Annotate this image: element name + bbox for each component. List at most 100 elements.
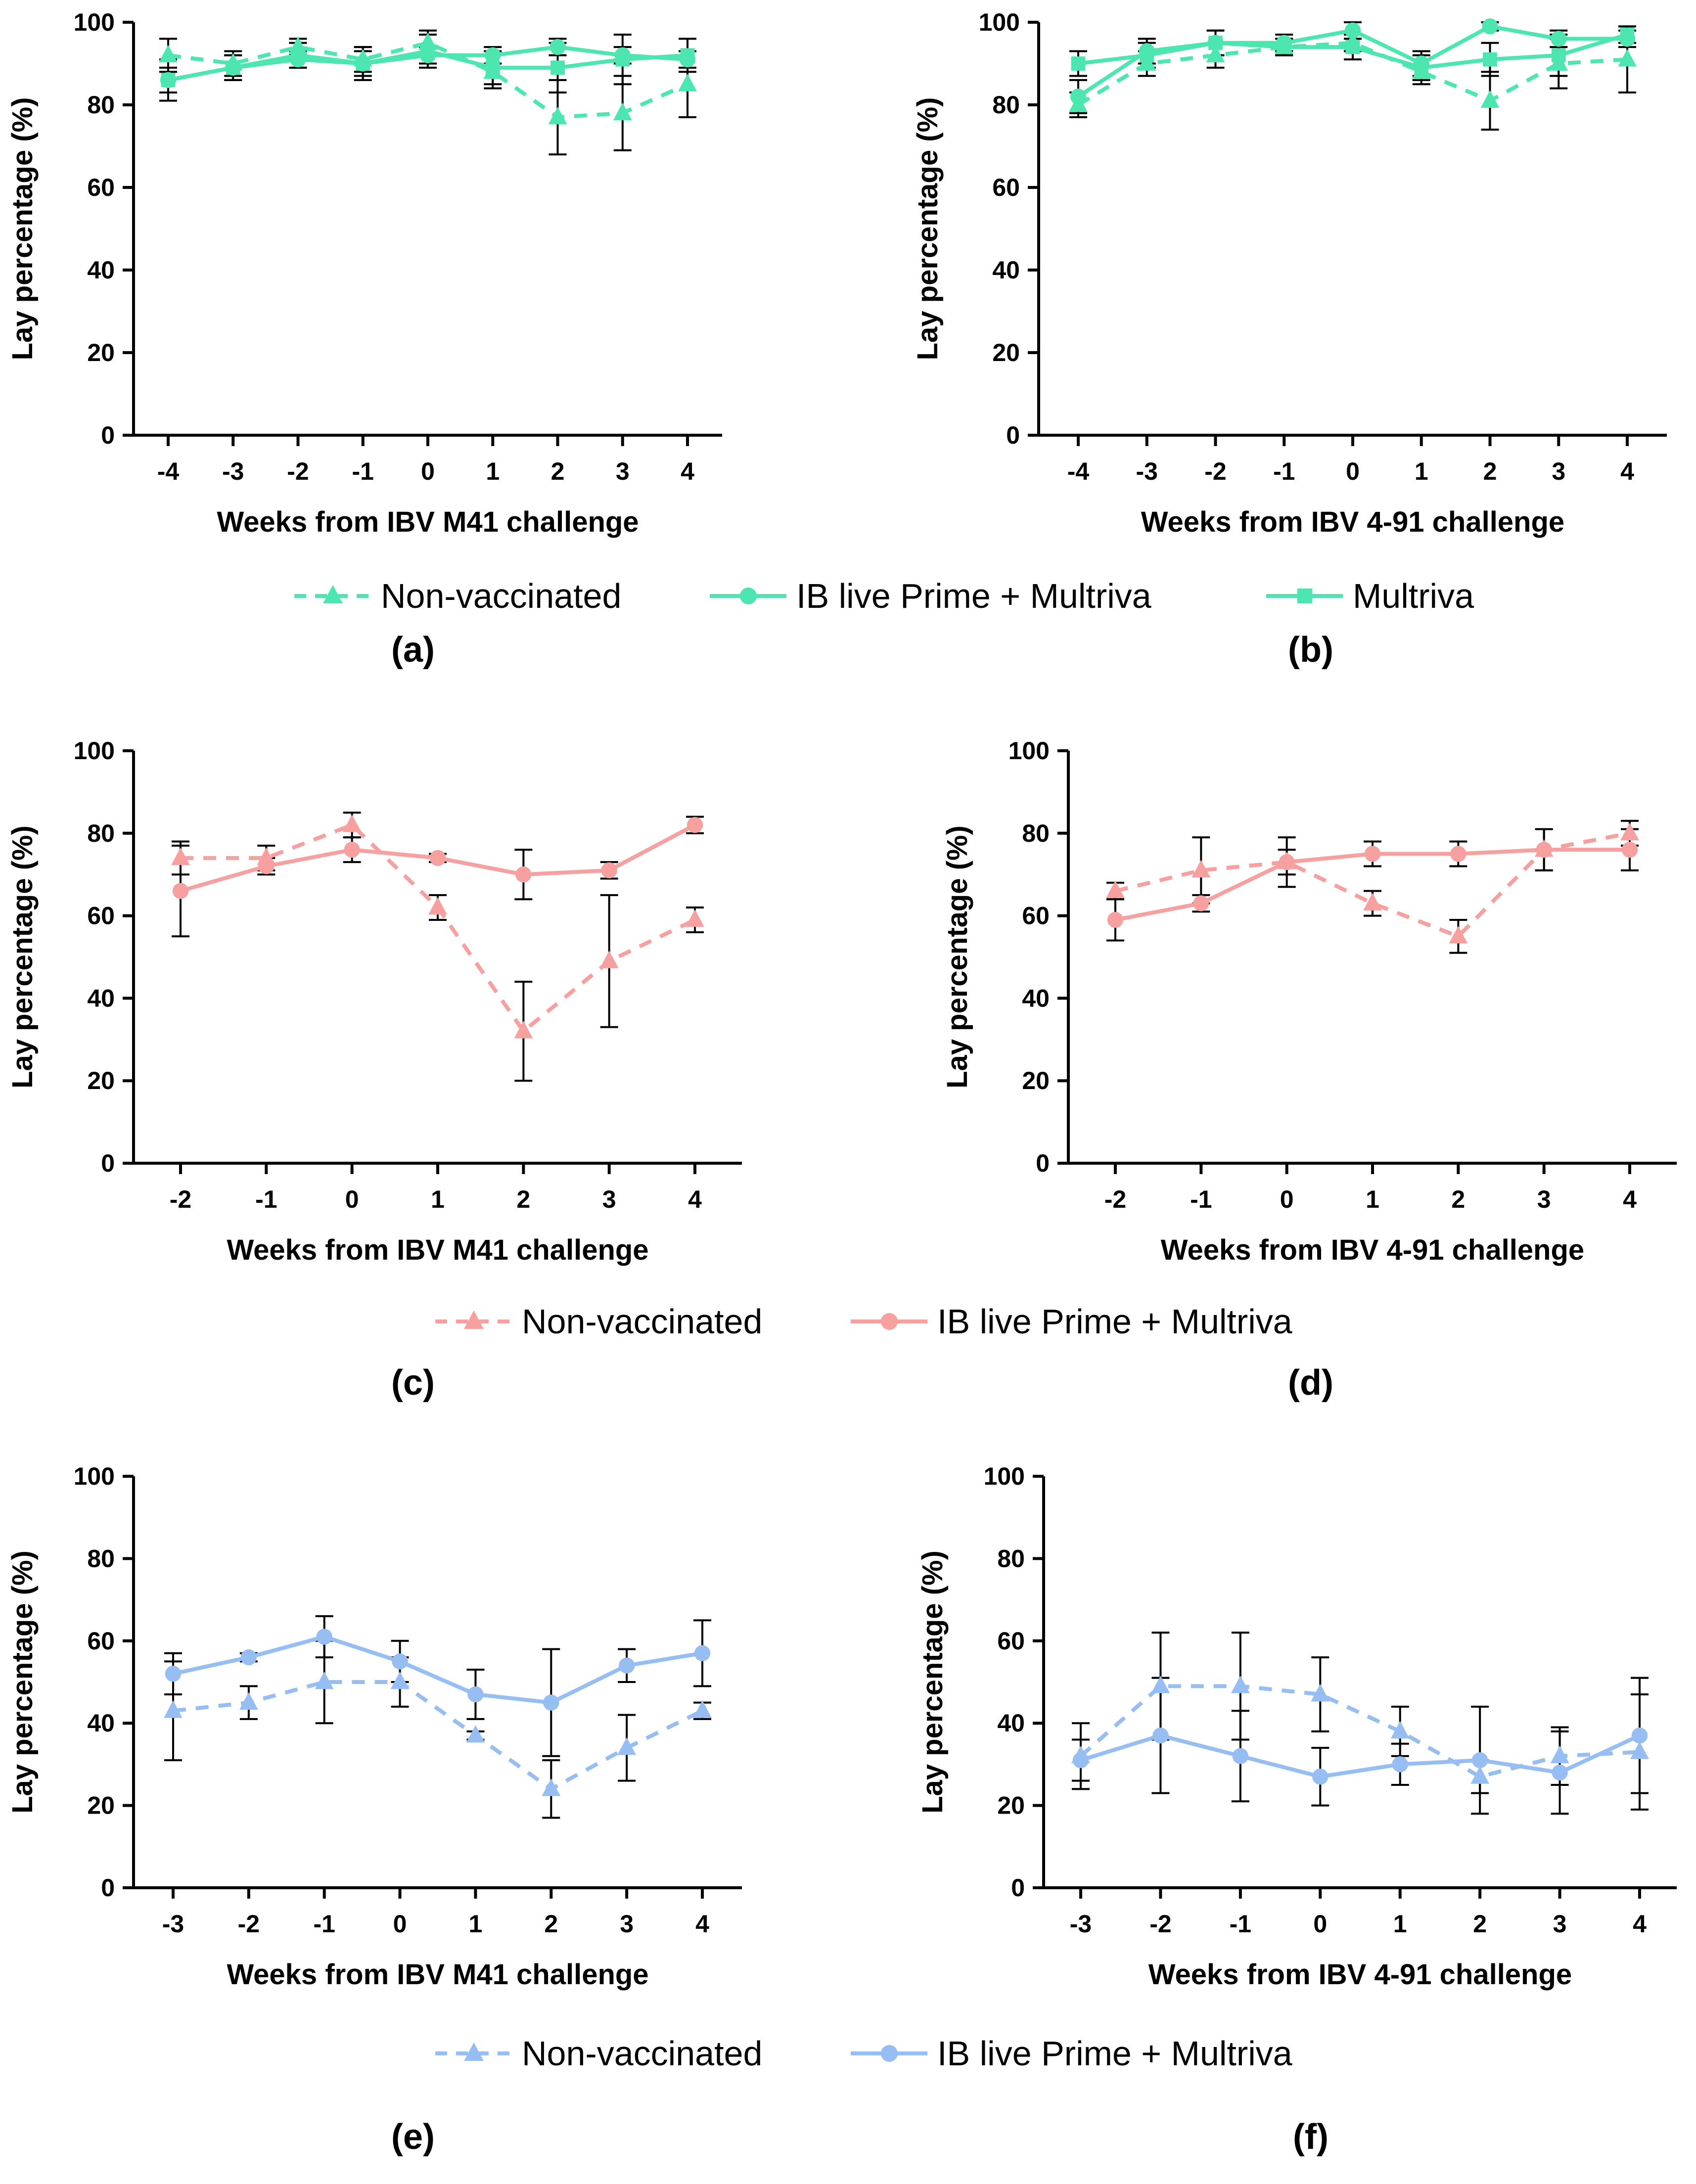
data-point-circle [429,850,446,866]
panel-letter: (e) [391,2117,435,2157]
data-point-triangle [1192,860,1211,878]
legend-marker-square [1297,588,1313,604]
x-tick-label: -2 [1104,1185,1126,1213]
x-tick-label: -1 [1230,1910,1251,1938]
x-tick-label: 0 [1346,457,1360,485]
data-point-square [550,60,565,75]
x-tick-label: 2 [1451,1185,1465,1213]
data-point-square [1071,56,1086,71]
data-point-triangle [1618,48,1637,67]
data-point-triangle [466,1725,485,1743]
y-tick-label: 0 [1011,1874,1025,1902]
legend-item: IB live Prime + Multriva [710,577,1151,615]
y-axis-label: Lay percentage (%) [917,1550,949,1814]
data-point-circle [1621,841,1638,858]
x-tick-label: -2 [1204,457,1226,485]
x-tick-label: -3 [1070,1910,1092,1938]
x-tick-label: -1 [255,1185,277,1213]
x-tick-label: -2 [170,1185,191,1213]
data-point-circle [1536,841,1552,858]
x-tick-label: 4 [1620,457,1634,485]
x-tick-label: -1 [313,1910,335,1938]
data-point-triangle [1363,893,1382,910]
legend-label: Non-vaccinated [522,2034,762,2073]
y-tick-label: 80 [997,1545,1025,1572]
x-tick-label: 4 [1623,1185,1637,1213]
y-tick-label: 80 [87,91,115,119]
data-point-circle [1471,1752,1488,1769]
x-axis-label: Weeks from IBV 4-91 challenge [1141,506,1564,538]
x-axis-label: Weeks from IBV M41 challenge [217,506,639,538]
x-tick-label: 1 [486,457,500,485]
legend-item: IB live Prime + Multriva [851,2034,1292,2073]
y-tick-label: 40 [87,256,115,284]
x-tick-label: 3 [1553,1910,1567,1938]
y-axis-label: Lay percentage (%) [6,97,39,361]
data-point-circle [1070,89,1087,105]
y-tick-label: 20 [992,339,1020,366]
x-tick-label: 2 [516,1185,530,1213]
legend-item: IB live Prime + Multriva [851,1302,1292,1341]
data-point-circle [1482,18,1498,35]
data-point-circle [172,883,189,899]
data-point-triangle [428,897,447,915]
y-tick-label: 60 [87,174,115,201]
panel-b: 0 20 40 60 80 100 -4 -3 -2 -1 0 1 2 3 4 Weeks from IBV … [912,8,1667,538]
legend-marker-triangle [464,1310,484,1329]
y-tick-label: 20 [87,1067,115,1094]
data-point-square [420,44,435,58]
x-tick-label: 1 [1366,1185,1379,1213]
data-point-circle [1072,1752,1089,1769]
data-point-circle [687,817,703,833]
data-point-triangle [1620,822,1639,841]
x-tick-label: 0 [393,1910,407,1938]
x-tick-label: 3 [1552,457,1565,485]
legend-label: Non-vaccinated [381,577,621,615]
x-tick-label: -4 [1067,457,1090,485]
data-point-circle [240,1649,257,1666]
x-tick-label: 1 [469,1910,483,1938]
y-tick-label: 0 [101,421,115,449]
y-tick-label: 40 [87,1709,115,1737]
data-point-triangle [1550,1745,1569,1764]
x-axis-label: Weeks from IBV 4-91 challenge [1161,1234,1584,1266]
data-point-square [161,73,176,88]
data-point-circle [1279,854,1295,870]
data-point-square [615,52,630,67]
data-point-triangle [159,45,178,63]
data-point-triangle [342,814,362,832]
legend-label: IB live Prime + Multriva [937,2034,1292,2073]
x-tick-label: 1 [1393,1910,1407,1938]
panel-letter: (d) [1288,1363,1333,1403]
y-tick-label: 100 [74,737,115,765]
x-tick-label: 3 [1537,1185,1551,1213]
x-tick-label: 0 [345,1185,359,1213]
data-point-triangle [1151,1676,1170,1693]
data-point-square [1551,48,1566,63]
x-axis-label: Weeks from IBV M41 challenge [227,1234,648,1266]
data-point-triangle [1480,90,1500,108]
y-axis-label: Lay percentage (%) [941,825,973,1089]
data-point-triangle [1311,1684,1330,1702]
y-tick-label: 100 [984,1462,1025,1490]
data-point-square [1345,40,1360,54]
legend-marker-circle [739,587,757,605]
x-tick-label: -3 [162,1910,184,1938]
data-point-square [680,48,695,63]
legend-marker-circle [880,2045,898,2062]
data-point-circle [1551,31,1567,47]
y-tick-label: 20 [87,339,115,366]
series-line-circle [173,1635,703,1705]
x-tick-label: -1 [352,457,374,485]
series-line-circle [1080,1733,1641,1779]
data-point-triangle [171,847,190,865]
data-point-triangle [1106,880,1125,898]
x-axis-label: Weeks from IBV M41 challenge [227,1958,648,1991]
data-point-circle [485,47,501,63]
panel-letter: (c) [391,1363,435,1403]
x-tick-label: 4 [695,1910,709,1938]
y-tick-label: 80 [992,91,1020,119]
x-tick-label: -3 [1136,457,1158,485]
data-point-triangle [678,74,697,91]
y-tick-label: 40 [992,256,1020,284]
